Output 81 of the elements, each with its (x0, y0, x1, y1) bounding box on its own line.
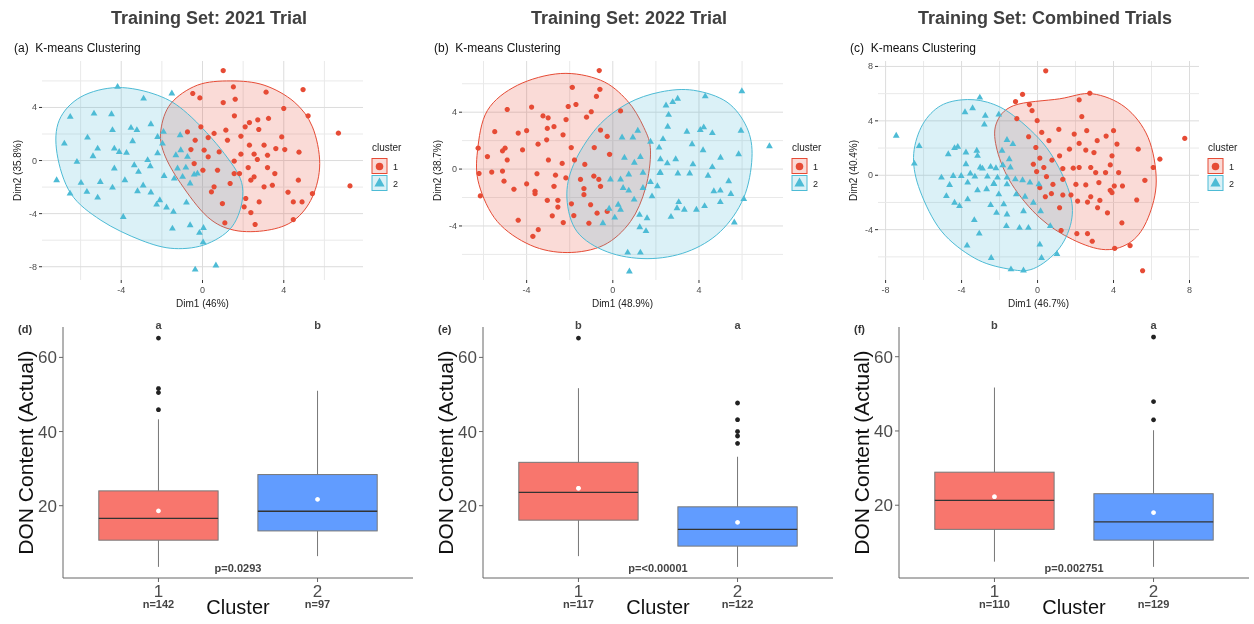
y-tick-label: -4 (448, 220, 457, 231)
legend-label: 2 (1229, 178, 1235, 189)
text: n=142 (142, 598, 175, 610)
y-tick-label: -4 (28, 208, 37, 219)
y-tick-label: 4 (867, 115, 873, 126)
x-axis-title: Dim1 (46%) (176, 298, 229, 309)
y-axis-title: DON Content (Actual) (14, 350, 37, 555)
x-tick-label: 4 (1111, 285, 1117, 295)
y-tick-label: -4 (864, 224, 873, 235)
chart-title: (e) (438, 323, 452, 335)
y-tick-label: 40 (458, 422, 477, 442)
text: n=117 (563, 598, 594, 610)
x-tick-label: -4 (957, 285, 966, 295)
legend-label: 1 (393, 161, 399, 172)
x-tick-label: 4 (281, 285, 287, 295)
y-tick-label: 60 (874, 347, 893, 367)
y-tick-label: 4 (451, 107, 457, 118)
x-tick-label: 1 (989, 582, 1000, 601)
legend-label: 2 (393, 178, 399, 189)
y-tick-label: 0 (867, 170, 873, 181)
x-tick-label: 0 (199, 285, 206, 295)
annotation: a (1150, 319, 1158, 331)
x-axis-title: Cluster (1042, 596, 1107, 618)
annotation: p=<0.00001 (628, 562, 688, 574)
x-tick-label: 1 (573, 582, 584, 601)
y-axis-title: DON Content (Actual) (434, 350, 457, 555)
legend-label: 1 (1229, 161, 1235, 172)
x-tick-label: 4 (696, 285, 702, 295)
chart-subtitle: (b) K-means Clustering (434, 41, 561, 55)
annotation: a (155, 319, 163, 331)
legend-label: 1 (813, 161, 819, 172)
y-tick-label: 60 (458, 348, 477, 368)
y-tick-label: 60 (38, 348, 57, 368)
y-tick-label: 20 (38, 496, 57, 516)
text: n=122 (721, 598, 754, 610)
chart-title: Training Set: 2022 Trial (530, 8, 728, 28)
y-tick-label: 0 (451, 164, 457, 175)
x-axis-title: Cluster (206, 596, 271, 618)
chart-subtitle: (c) K-means Clustering (850, 41, 977, 55)
annotation: b (991, 319, 999, 331)
annotation: a (734, 319, 742, 331)
chart-title: (f) (854, 323, 866, 335)
x-tick-label: -4 (522, 285, 531, 295)
x-tick-label: 2 (1148, 582, 1159, 601)
annotation: p=0.0293 (214, 562, 262, 574)
y-tick-label: 40 (874, 421, 893, 441)
annotation: b (575, 319, 583, 331)
y-tick-label: -8 (28, 261, 37, 272)
y-tick-label: 20 (874, 496, 893, 516)
legend-title: cluster (792, 141, 823, 153)
y-tick-label: 4 (31, 102, 37, 113)
x-tick-label: 8 (1187, 285, 1193, 295)
y-tick-label: 0 (31, 155, 37, 166)
legend-title: cluster (372, 141, 403, 153)
annotation: p=0.002751 (1044, 562, 1104, 574)
y-axis-title: Dim2 (35.8%) (12, 139, 23, 202)
x-tick-label: 1 (153, 582, 164, 601)
x-tick-label: 2 (312, 582, 323, 601)
y-axis-title: DON Content (Actual) (850, 350, 873, 555)
y-axis-title: Dim2 (38.7%) (432, 139, 443, 202)
y-tick-label: 40 (38, 422, 57, 442)
legend-label: 2 (813, 178, 819, 189)
x-axis-title: Dim1 (48.9%) (591, 298, 654, 309)
x-axis-title: Dim1 (46.7%) (1007, 298, 1070, 309)
text: n=110 (979, 598, 1010, 610)
x-axis-title: Cluster (626, 596, 691, 618)
y-tick-label: 20 (458, 496, 477, 516)
chart-title: Training Set: Combined Trials (917, 8, 1173, 28)
y-tick-label: 8 (867, 61, 873, 72)
annotation: b (314, 319, 322, 331)
x-tick-label: -4 (117, 285, 126, 295)
text: n=129 (1137, 598, 1170, 610)
y-axis-title: Dim2 (40.4%) (848, 139, 859, 202)
chart-title: (d) (18, 323, 33, 335)
legend-title: cluster (1208, 141, 1239, 153)
chart-subtitle: (a) K-means Clustering (14, 41, 141, 55)
x-tick-label: 0 (610, 285, 616, 295)
x-tick-label: 2 (732, 582, 743, 601)
chart-title: Training Set: 2021 Trial (110, 8, 308, 28)
x-tick-label: 0 (1035, 285, 1041, 295)
text: n=97 (304, 598, 331, 610)
